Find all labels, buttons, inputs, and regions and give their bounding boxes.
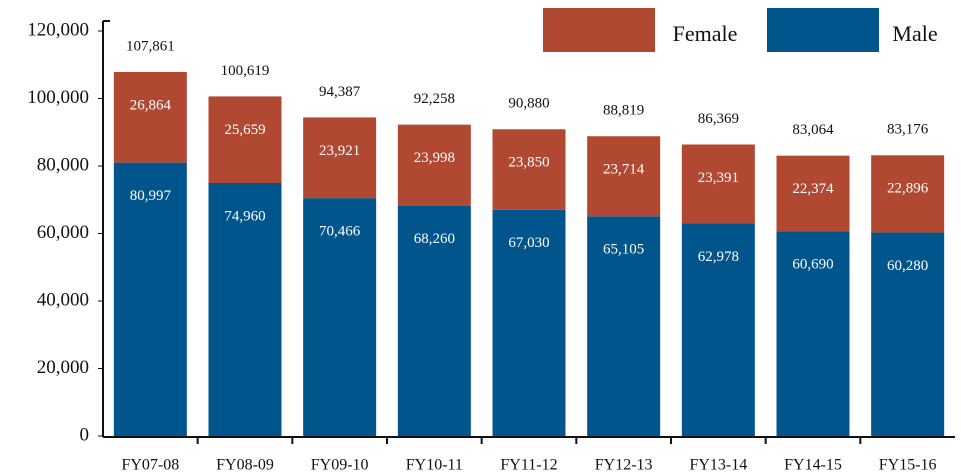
legend-swatch: [543, 8, 655, 52]
bar-value-label: 67,030: [508, 235, 549, 251]
y-tick-label: 60,000: [37, 222, 89, 243]
bar-value-label: 23,998: [414, 150, 455, 166]
total-label: 107,861: [126, 38, 175, 54]
bar-value-label: 23,850: [508, 155, 549, 171]
x-tick-label: FY10-11: [406, 457, 463, 474]
bar-segment: [776, 231, 850, 436]
bar-value-label: 22,374: [792, 181, 834, 197]
x-tick-label: FY14-15: [784, 457, 842, 474]
legend-label: Female: [673, 21, 738, 46]
x-tick-label: FY15-16: [879, 457, 937, 474]
bar-segment: [303, 198, 377, 436]
bar-value-label: 26,864: [130, 97, 172, 113]
bar-segment: [871, 155, 945, 233]
bar-segment: [397, 124, 471, 206]
x-tick-label: FY09-10: [311, 457, 369, 474]
bar-value-label: 23,391: [698, 170, 739, 186]
bar-segment: [113, 162, 187, 436]
bar-segment: [208, 96, 282, 184]
bar-value-label: 65,105: [603, 242, 644, 258]
y-tick-label: 20,000: [37, 357, 89, 378]
y-tick-label: 40,000: [37, 289, 89, 310]
y-tick-label: 100,000: [27, 87, 89, 108]
y-tick-label: 80,000: [37, 154, 89, 175]
total-label: 90,880: [508, 96, 549, 112]
bar-value-label: 22,896: [887, 181, 929, 197]
bar-segment: [397, 205, 471, 436]
bar-segment: [492, 129, 566, 210]
bar-value-label: 23,921: [319, 143, 360, 159]
legend-label: Male: [892, 21, 937, 46]
bar-value-label: 60,280: [887, 258, 928, 274]
x-tick-label: FY12-13: [595, 457, 653, 474]
x-tick-label: FY13-14: [689, 457, 747, 474]
bar-segment: [681, 223, 755, 436]
y-tick-label: 120,000: [27, 19, 89, 40]
bar-segment: [587, 216, 661, 436]
bar-segment: [871, 232, 945, 436]
total-label: 92,258: [414, 91, 455, 107]
bar-value-label: 80,997: [130, 188, 172, 204]
bar-value-label: 60,690: [792, 257, 833, 273]
bar-segment: [587, 136, 661, 217]
bar-value-label: 62,978: [698, 249, 739, 265]
bar-segment: [776, 155, 850, 232]
bar-segment: [303, 117, 377, 199]
total-label: 86,369: [698, 111, 739, 127]
bar-value-label: 23,714: [603, 162, 645, 178]
x-tick-label: FY11-12: [500, 457, 557, 474]
bar-value-label: 70,466: [319, 224, 361, 240]
total-label: 83,064: [792, 122, 834, 138]
total-label: 100,619: [221, 63, 270, 79]
x-tick-label: FY07-08: [121, 457, 179, 474]
total-label: 83,176: [887, 122, 929, 138]
total-label: 94,387: [319, 84, 361, 100]
total-label: 88,819: [603, 103, 644, 119]
bar-segment: [208, 183, 282, 436]
bar-value-label: 74,960: [224, 208, 265, 224]
x-tick-label: FY08-09: [216, 457, 274, 474]
bar-segment: [113, 71, 187, 163]
bar-segment: [681, 144, 755, 224]
bar-segment: [492, 209, 566, 436]
legend-swatch: [767, 8, 879, 52]
y-tick-label: 0: [80, 424, 90, 445]
bar-value-label: 68,260: [414, 231, 455, 247]
bar-value-label: 25,659: [224, 122, 265, 138]
